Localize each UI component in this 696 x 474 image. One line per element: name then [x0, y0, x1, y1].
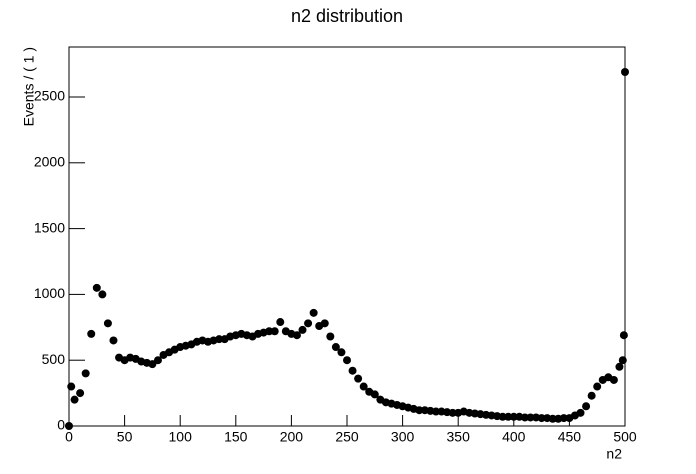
x-tick-label: 50: [117, 429, 133, 445]
x-tick-label: 450: [558, 429, 582, 445]
data-point: [109, 336, 118, 345]
x-tick-label: 0: [65, 429, 73, 445]
data-point: [309, 308, 318, 317]
data-point: [359, 382, 368, 391]
data-point: [537, 414, 546, 423]
data-point: [576, 408, 585, 417]
y-tick-label: 1500: [34, 219, 65, 235]
data-point: [320, 319, 329, 328]
x-tick-label: 300: [391, 429, 415, 445]
x-tick-label: 150: [224, 429, 248, 445]
data-point: [276, 318, 285, 327]
x-tick-label: 500: [613, 429, 637, 445]
data-point: [520, 413, 529, 422]
data-point: [70, 395, 79, 404]
data-point: [370, 390, 379, 399]
data-point: [343, 356, 351, 365]
data-point: [431, 407, 440, 416]
x-tick-label: 400: [502, 429, 526, 445]
data-point: [270, 327, 279, 336]
data-point: [615, 362, 624, 371]
data-point: [582, 402, 591, 411]
data-point: [65, 422, 73, 430]
x-tick-label: 100: [169, 429, 193, 445]
y-tick-label: 1000: [34, 285, 65, 301]
y-tick-label: 2000: [34, 154, 65, 170]
data-point: [593, 382, 602, 391]
data-point: [509, 412, 518, 421]
data-point: [618, 356, 627, 365]
data-point: [354, 374, 363, 383]
data-point: [98, 290, 107, 299]
data-point: [498, 412, 507, 421]
x-axis-label: n2: [606, 446, 622, 462]
data-point: [298, 325, 307, 334]
data-point: [548, 414, 557, 423]
data-point: [526, 413, 535, 422]
x-tick-label: 350: [447, 429, 471, 445]
data-point: [326, 332, 335, 341]
y-tick-label: 2500: [34, 88, 65, 104]
data-point: [67, 382, 76, 391]
data-point: [304, 319, 313, 328]
data-point: [331, 343, 340, 352]
data-point: [587, 391, 596, 400]
data-point: [337, 348, 346, 357]
data-point: [415, 406, 424, 415]
data-point: [81, 369, 90, 378]
data-point: [148, 360, 157, 369]
plot-frame: [68, 46, 626, 427]
data-point: [153, 356, 162, 365]
x-tick-label: 250: [335, 429, 359, 445]
y-tick-label: 500: [42, 351, 66, 367]
data-point: [621, 68, 629, 77]
data-point: [87, 329, 96, 338]
data-point: [103, 319, 112, 328]
data-point: [619, 331, 628, 340]
x-tick-label: 200: [280, 429, 304, 445]
data-point: [292, 331, 301, 340]
chart-title: n2 distribution: [291, 6, 403, 26]
data-point: [348, 366, 357, 375]
y-axis-label: Events / ( 1 ): [21, 47, 37, 126]
y-tick-label: 0: [57, 417, 65, 433]
data-point: [215, 335, 224, 344]
data-point: [92, 283, 101, 292]
data-point: [609, 375, 618, 384]
data-point: [504, 412, 513, 421]
data-point: [559, 414, 568, 423]
data-point: [448, 408, 457, 417]
data-point: [76, 389, 85, 398]
data-point: [265, 327, 274, 336]
